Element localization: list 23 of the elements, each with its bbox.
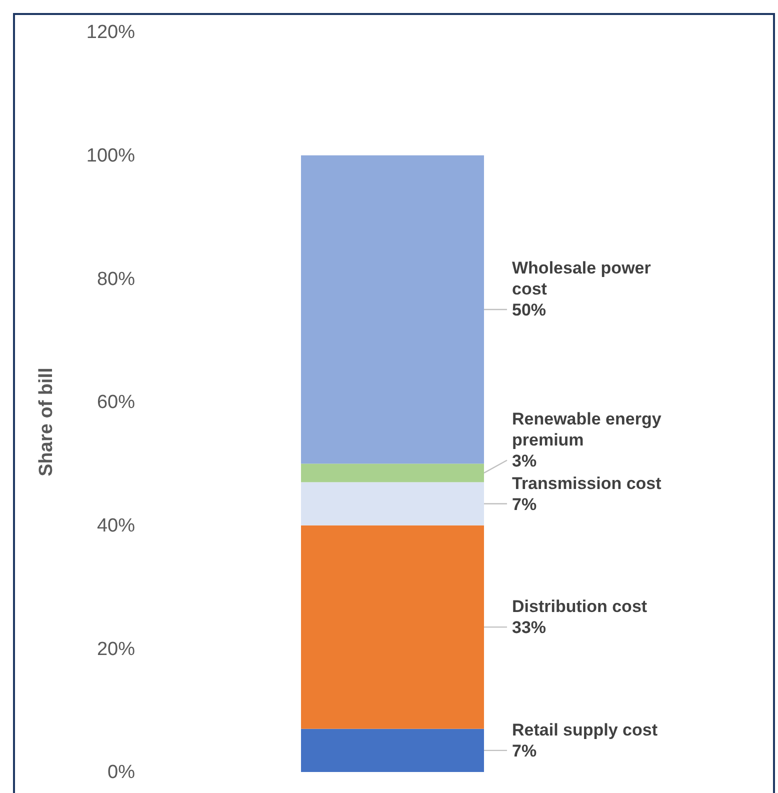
- y-tick-label: 120%: [86, 22, 136, 44]
- bar: [301, 482, 484, 526]
- y-tick-label: 80%: [96, 268, 136, 290]
- series-label: Transmission cost: [512, 474, 662, 493]
- bar: [301, 728, 484, 772]
- y-tick-label: 20%: [96, 638, 136, 660]
- y-tick-label: 40%: [96, 515, 136, 536]
- bar: [301, 155, 484, 464]
- y-axis-title: Share of bill: [36, 368, 57, 476]
- data-label: 3%: [512, 451, 537, 470]
- data-label: 33%: [512, 618, 546, 638]
- bar: [301, 464, 484, 482]
- data-label: 50%: [512, 300, 546, 320]
- series-label: Wholesale power cost: [512, 258, 652, 298]
- y-tick-label: 0%: [108, 762, 136, 784]
- series-label: Retail supply cost: [512, 720, 658, 740]
- data-label: 7%: [512, 494, 537, 514]
- series-label: Renewable energy premium: [512, 409, 662, 450]
- data-label: 7%: [512, 741, 537, 760]
- y-tick-label: 60%: [96, 392, 136, 414]
- y-tick-label: 100%: [86, 145, 136, 166]
- bar: [301, 525, 484, 729]
- series-label: Distribution cost: [512, 597, 648, 616]
